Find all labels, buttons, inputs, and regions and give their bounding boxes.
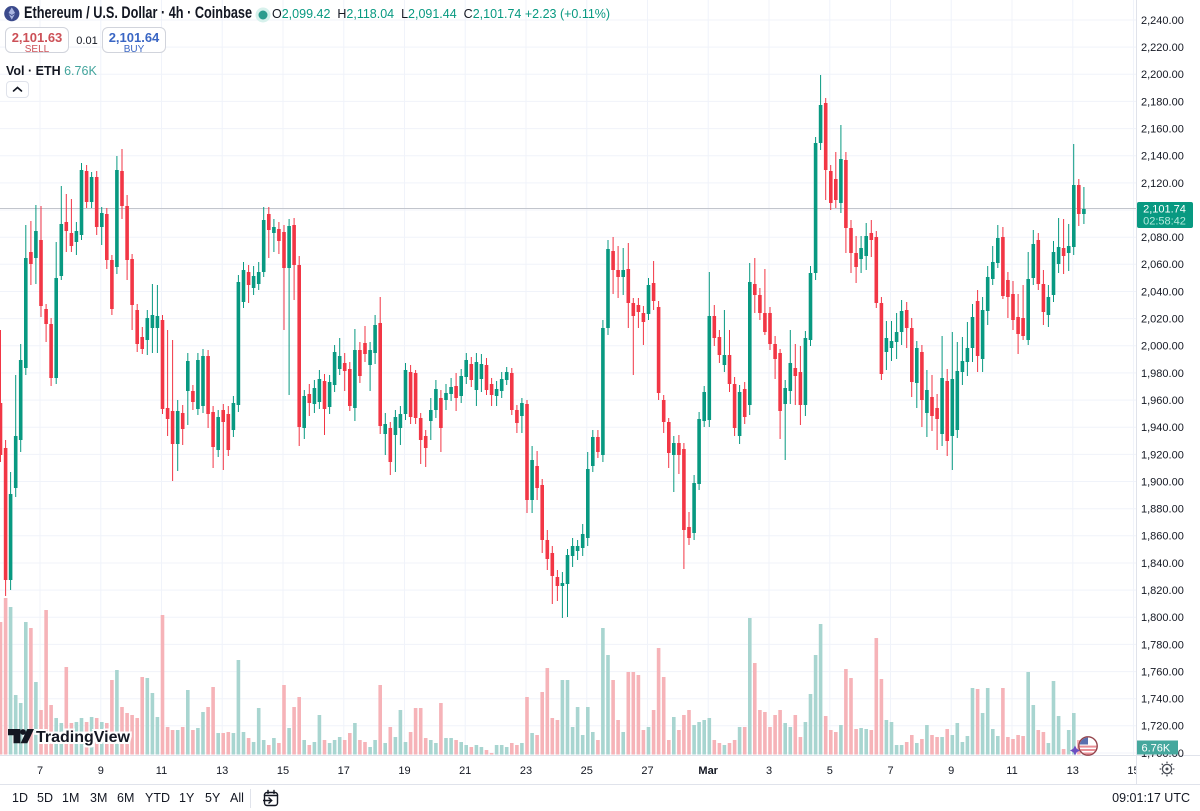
svg-text:2,220.00: 2,220.00 bbox=[1141, 42, 1184, 54]
svg-text:1,940.00: 1,940.00 bbox=[1141, 422, 1184, 434]
svg-text:1,920.00: 1,920.00 bbox=[1141, 449, 1184, 461]
svg-text:02:58:42: 02:58:42 bbox=[1143, 216, 1186, 228]
svg-text:11: 11 bbox=[156, 765, 167, 777]
svg-text:2,180.00: 2,180.00 bbox=[1141, 96, 1184, 108]
svg-text:Mar: Mar bbox=[698, 765, 718, 777]
svg-text:2,080.00: 2,080.00 bbox=[1141, 232, 1184, 244]
svg-text:19: 19 bbox=[398, 765, 410, 777]
svg-text:2,120.00: 2,120.00 bbox=[1141, 178, 1184, 190]
svg-text:1,760.00: 1,760.00 bbox=[1141, 667, 1184, 679]
svg-text:1,840.00: 1,840.00 bbox=[1141, 558, 1184, 570]
svg-text:7: 7 bbox=[887, 765, 893, 777]
svg-text:15: 15 bbox=[1127, 765, 1139, 777]
svg-text:2,020.00: 2,020.00 bbox=[1141, 314, 1184, 326]
svg-text:1,960.00: 1,960.00 bbox=[1141, 395, 1184, 407]
svg-text:1,820.00: 1,820.00 bbox=[1141, 585, 1184, 597]
svg-text:1,740.00: 1,740.00 bbox=[1141, 694, 1184, 706]
svg-text:7: 7 bbox=[37, 765, 43, 777]
svg-text:2,060.00: 2,060.00 bbox=[1141, 259, 1184, 271]
svg-text:23: 23 bbox=[520, 765, 532, 777]
svg-text:1,900.00: 1,900.00 bbox=[1141, 476, 1184, 488]
svg-text:11: 11 bbox=[1006, 765, 1017, 777]
svg-text:5: 5 bbox=[827, 765, 833, 777]
svg-text:2,101.74: 2,101.74 bbox=[1143, 204, 1186, 216]
svg-text:2,200.00: 2,200.00 bbox=[1141, 69, 1184, 81]
svg-text:1,800.00: 1,800.00 bbox=[1141, 612, 1184, 624]
svg-text:9: 9 bbox=[98, 765, 104, 777]
svg-text:2,240.00: 2,240.00 bbox=[1141, 15, 1184, 27]
svg-text:1,880.00: 1,880.00 bbox=[1141, 504, 1184, 516]
svg-text:1,860.00: 1,860.00 bbox=[1141, 531, 1184, 543]
svg-text:15: 15 bbox=[277, 765, 289, 777]
svg-text:21: 21 bbox=[459, 765, 471, 777]
svg-text:1,780.00: 1,780.00 bbox=[1141, 639, 1184, 651]
svg-text:2,160.00: 2,160.00 bbox=[1141, 124, 1184, 136]
svg-text:1,720.00: 1,720.00 bbox=[1141, 721, 1184, 733]
svg-text:25: 25 bbox=[581, 765, 593, 777]
svg-text:17: 17 bbox=[338, 765, 350, 777]
svg-text:27: 27 bbox=[641, 765, 653, 777]
svg-text:9: 9 bbox=[948, 765, 954, 777]
svg-text:2,000.00: 2,000.00 bbox=[1141, 341, 1184, 353]
svg-text:2,040.00: 2,040.00 bbox=[1141, 286, 1184, 298]
svg-text:2,140.00: 2,140.00 bbox=[1141, 151, 1184, 163]
svg-text:1,980.00: 1,980.00 bbox=[1141, 368, 1184, 380]
svg-text:3: 3 bbox=[766, 765, 772, 777]
svg-text:13: 13 bbox=[1067, 765, 1079, 777]
svg-text:6.76K: 6.76K bbox=[1142, 743, 1171, 755]
svg-text:13: 13 bbox=[216, 765, 228, 777]
